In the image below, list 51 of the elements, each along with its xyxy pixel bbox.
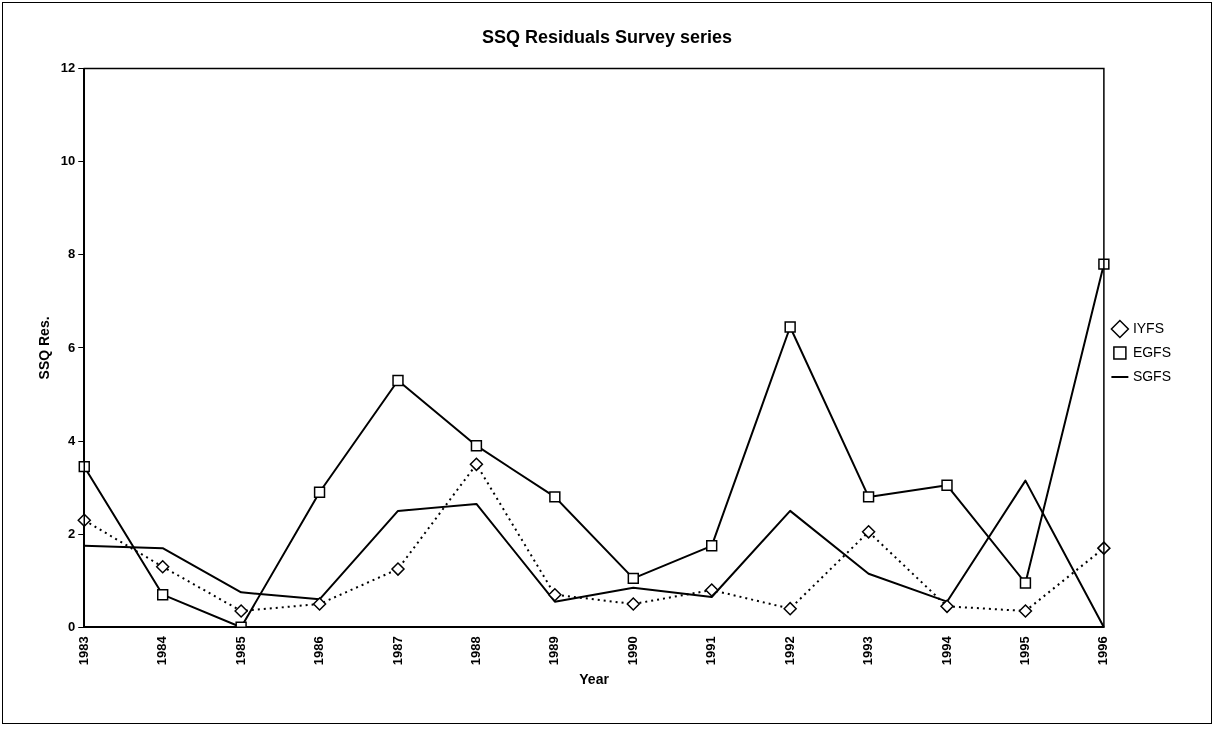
point: [627, 572, 639, 585]
x-tick-label: 1993: [860, 636, 876, 666]
point: [392, 374, 404, 387]
x-tick-label: 1984: [154, 635, 170, 666]
legend-label: SGFS: [1132, 367, 1172, 384]
y-tick-label: 12: [60, 60, 76, 76]
point: [626, 597, 641, 611]
x-tick-label: 1985: [232, 636, 248, 666]
point: [1018, 604, 1033, 618]
y-tick-label: 10: [60, 153, 76, 169]
x-tick-label: 1983: [75, 636, 91, 666]
legend-label: IYFS: [1132, 319, 1165, 336]
y-tick-label: 4: [68, 432, 77, 448]
x-tick-label: 1992: [781, 636, 797, 666]
x-tick-label: 1991: [703, 636, 719, 666]
point: [783, 601, 797, 616]
point: [155, 560, 170, 574]
x-axis-title: Year: [579, 671, 610, 688]
x-tick-label: 1990: [624, 636, 640, 666]
point: [1098, 258, 1110, 270]
point: [941, 479, 953, 491]
y-tick-label: 2: [68, 525, 76, 541]
point: [862, 491, 875, 503]
point: [469, 457, 484, 472]
y-tick-label: 8: [68, 246, 76, 262]
point: [234, 604, 248, 618]
legend-label: EGFS: [1132, 343, 1172, 360]
point: [312, 597, 327, 611]
point: [470, 440, 483, 452]
x-tick-label: 1995: [1017, 636, 1033, 666]
x-tick-label: 1989: [546, 636, 562, 666]
x-tick-label: 1986: [311, 636, 327, 666]
point: [861, 525, 876, 539]
point: [156, 588, 169, 601]
chart-title: SSQ Residuals Survey series: [481, 26, 733, 47]
x-tick-label: 1996: [1095, 636, 1111, 666]
point: [1019, 577, 1032, 589]
point: [549, 491, 561, 503]
x-tick-label: 1987: [389, 636, 405, 666]
point: [391, 562, 405, 576]
point: [704, 583, 719, 597]
y-tick-label: 6: [68, 339, 76, 355]
x-tick-label: 1994: [938, 635, 954, 666]
point: [548, 587, 562, 602]
point: [706, 540, 718, 552]
y-axis-title: SSQ Res.: [36, 316, 53, 380]
point: [784, 321, 796, 333]
y-tick-label: 0: [68, 618, 76, 634]
point: [940, 599, 954, 614]
point: [313, 486, 326, 498]
x-tick-label: 1988: [468, 636, 483, 666]
